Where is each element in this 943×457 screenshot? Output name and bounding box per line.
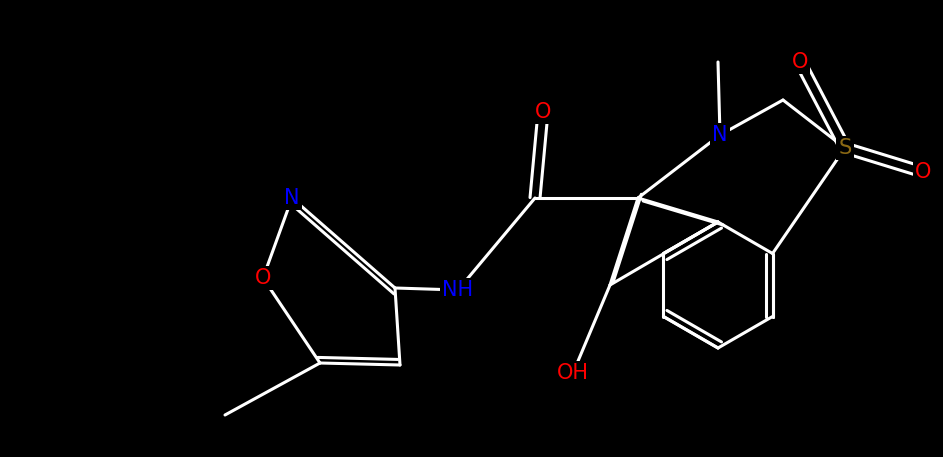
Text: N: N: [712, 125, 728, 145]
Text: NH: NH: [442, 280, 473, 300]
Text: N: N: [284, 188, 300, 208]
Text: OH: OH: [557, 363, 589, 383]
Text: S: S: [838, 138, 852, 158]
Text: O: O: [792, 52, 808, 72]
Text: O: O: [255, 268, 272, 288]
Text: O: O: [915, 162, 931, 182]
Text: O: O: [535, 102, 552, 122]
